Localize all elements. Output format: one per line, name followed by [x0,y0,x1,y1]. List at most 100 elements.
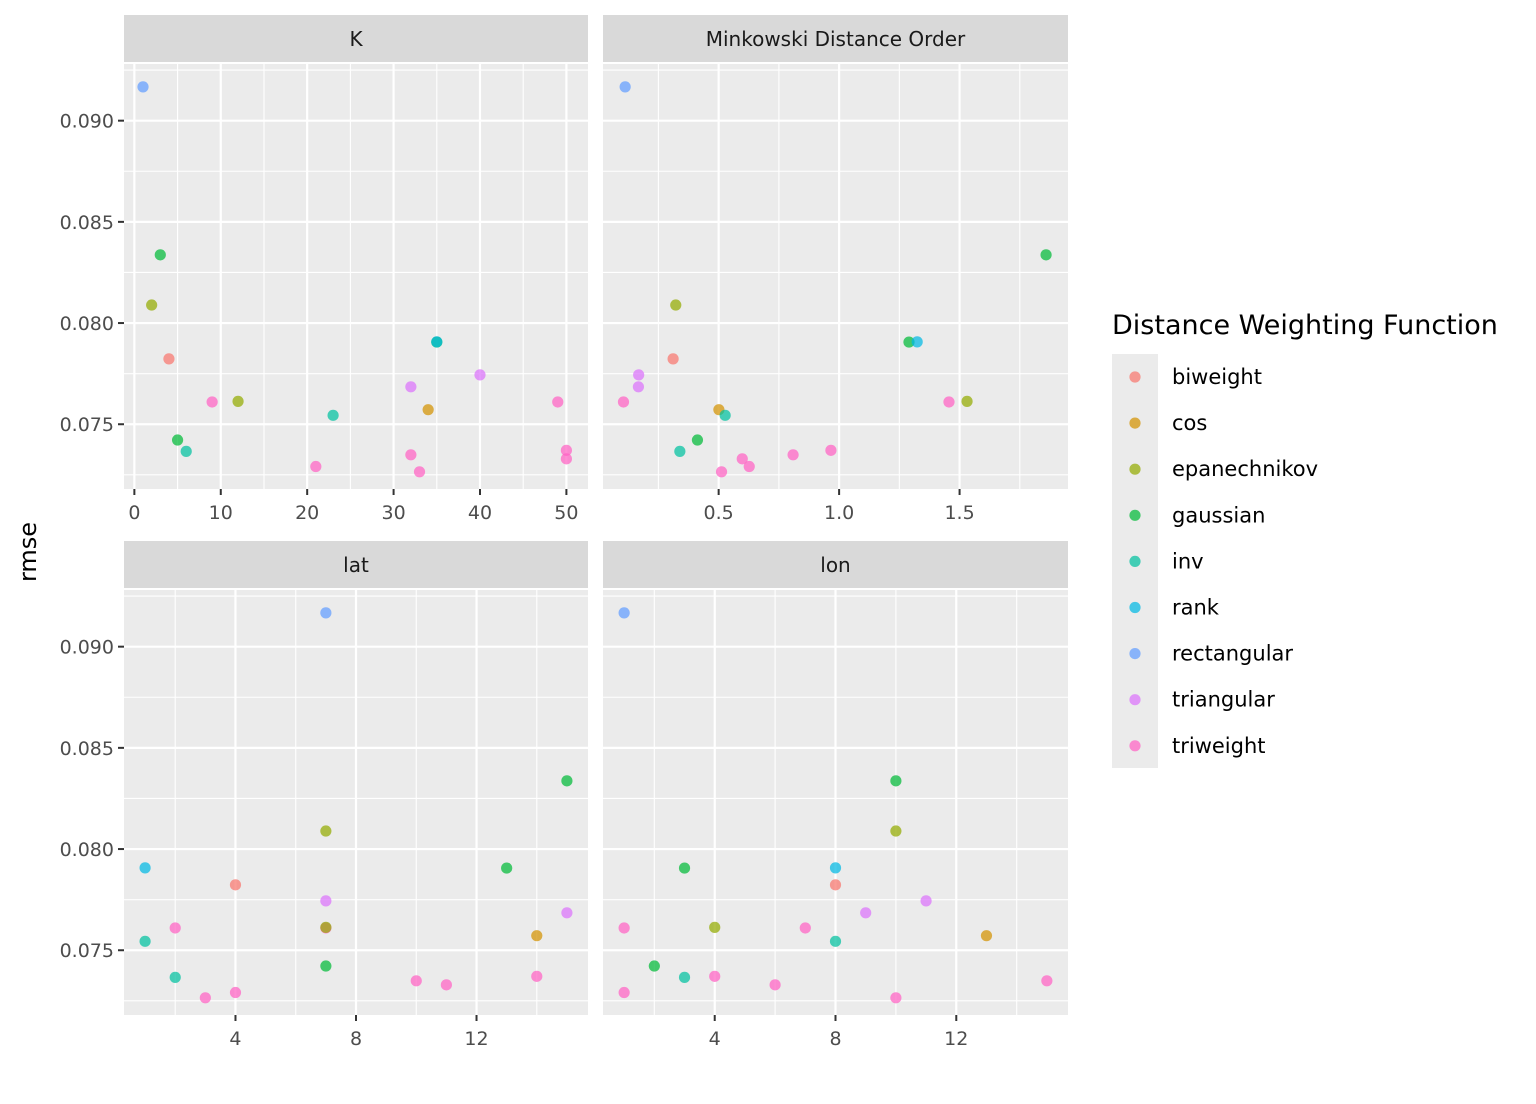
facet-strip [124,15,588,62]
x-tick-label: 4 [709,1028,721,1050]
facet-strip [603,541,1068,588]
data-point-triweight [715,466,728,478]
data-point-triweight [169,922,181,934]
data-point-triweight [229,986,242,999]
panel-lat: lat 0.075 0.080 0.085 0.090 4 8 12 [60,541,588,1050]
panel-background [124,64,588,489]
y-tick-label: 0.085 [60,738,114,760]
data-point-gaussian [691,434,704,446]
panel-lon: lon 4 8 12 [603,541,1068,1050]
panels: K 0.075 0.080 0.085 0.090 0 10 20 30 40 50 Minkowsk… [60,15,1068,1050]
legend-key-inv [1129,555,1141,568]
data-point-rank [139,862,151,874]
x-tick-label: 50 [554,502,578,524]
data-point-gaussian [171,434,184,446]
y-tick-label: 0.080 [60,313,114,335]
legend-label: biweight [1172,365,1262,389]
data-point-cos [422,404,434,416]
y-tick-label: 0.075 [60,940,114,962]
y-tick-label: 0.090 [60,637,114,659]
facet-strip-label: lon [820,553,850,577]
x-tick-label: 12 [944,1028,968,1050]
y-tick-label: 0.080 [60,839,114,861]
data-point-triangular [633,369,645,381]
legend-entry-cos: cos [1129,411,1207,435]
data-point-rank [829,862,842,874]
data-point-gaussian [320,960,332,972]
panel-background [603,64,1068,489]
panel-p: Minkowski Distance Order 0.5 1.0 1.5 [603,15,1068,524]
data-point-triweight [799,922,811,934]
data-point-triweight [531,970,543,982]
y-axis-title: rmse [14,522,42,582]
legend: Distance Weighting Function biweight cos e… [1112,310,1498,768]
data-point-triweight [552,396,564,408]
facet-strip-label: lat [343,553,369,577]
data-point-triweight [709,970,721,982]
data-point-inv [678,971,691,983]
x-tick-label: 1.5 [944,502,974,524]
data-point-triweight [1041,975,1053,987]
data-point-triweight [618,986,630,999]
legend-key-triweight [1129,740,1141,752]
data-point-triweight [440,979,452,991]
facet-strip-label: Minkowski Distance Order [706,27,966,51]
legend-entry-rank: rank [1129,596,1220,620]
legend-label: rank [1172,596,1220,620]
data-point-triweight [743,460,755,473]
data-point-rectangular [137,81,149,93]
legend-key-epanechnikov [1129,463,1141,475]
data-point-inv [169,971,181,983]
legend-key-biweight [1129,371,1141,383]
data-point-rectangular [320,607,332,619]
data-point-triweight [736,453,748,465]
data-point-biweight [829,879,842,891]
legend-label: gaussian [1172,503,1265,527]
x-tick-label: 10 [209,502,233,524]
x-tick-label: 4 [229,1028,241,1050]
legend-entry-triweight: triweight [1129,734,1266,758]
x-tick-label: 0 [128,502,140,524]
data-point-triangular [320,895,332,907]
legend-label: rectangular [1172,642,1293,666]
x-tick-label: 20 [295,502,319,524]
data-point-triweight [769,979,781,991]
data-point-triangular [860,907,872,919]
data-point-rank [431,336,443,348]
data-point-gaussian [648,960,660,972]
data-point-cos [980,930,993,942]
legend-key-rank [1129,601,1141,614]
x-tick-label: 8 [350,1028,362,1050]
data-point-rectangular [619,81,631,93]
data-point-triweight [943,396,955,408]
legend-key-rectangular [1129,648,1141,660]
data-point-rank [911,336,923,348]
x-tick-label: 1.0 [824,502,854,524]
y-tick-label: 0.075 [60,414,114,436]
y-tick-label: 0.085 [60,212,114,234]
x-tick-label: 0.5 [704,502,734,524]
data-point-triweight [405,449,417,461]
data-point-epanechnikov [670,299,682,311]
legend-key-cos [1129,417,1141,429]
data-point-inv [829,935,842,947]
data-point-epanechnikov [320,921,332,933]
legend-label: epanechnikov [1172,457,1318,481]
data-point-triweight [825,444,837,456]
data-point-inv [327,409,339,421]
data-point-rectangular [618,607,630,619]
data-point-epanechnikov [232,395,244,407]
legend-entry-gaussian: gaussian [1129,503,1265,527]
data-point-gaussian [890,775,902,787]
facet-strip [124,541,588,588]
data-point-triangular [632,381,645,393]
x-tick-label: 8 [829,1028,841,1050]
legend-title: Distance Weighting Function [1112,310,1498,341]
legend-label: cos [1172,411,1207,435]
data-point-gaussian [678,862,691,874]
data-point-gaussian [501,862,513,874]
data-point-triweight [560,453,572,465]
legend-label: inv [1172,549,1204,573]
y-tick-label: 0.090 [60,111,114,133]
